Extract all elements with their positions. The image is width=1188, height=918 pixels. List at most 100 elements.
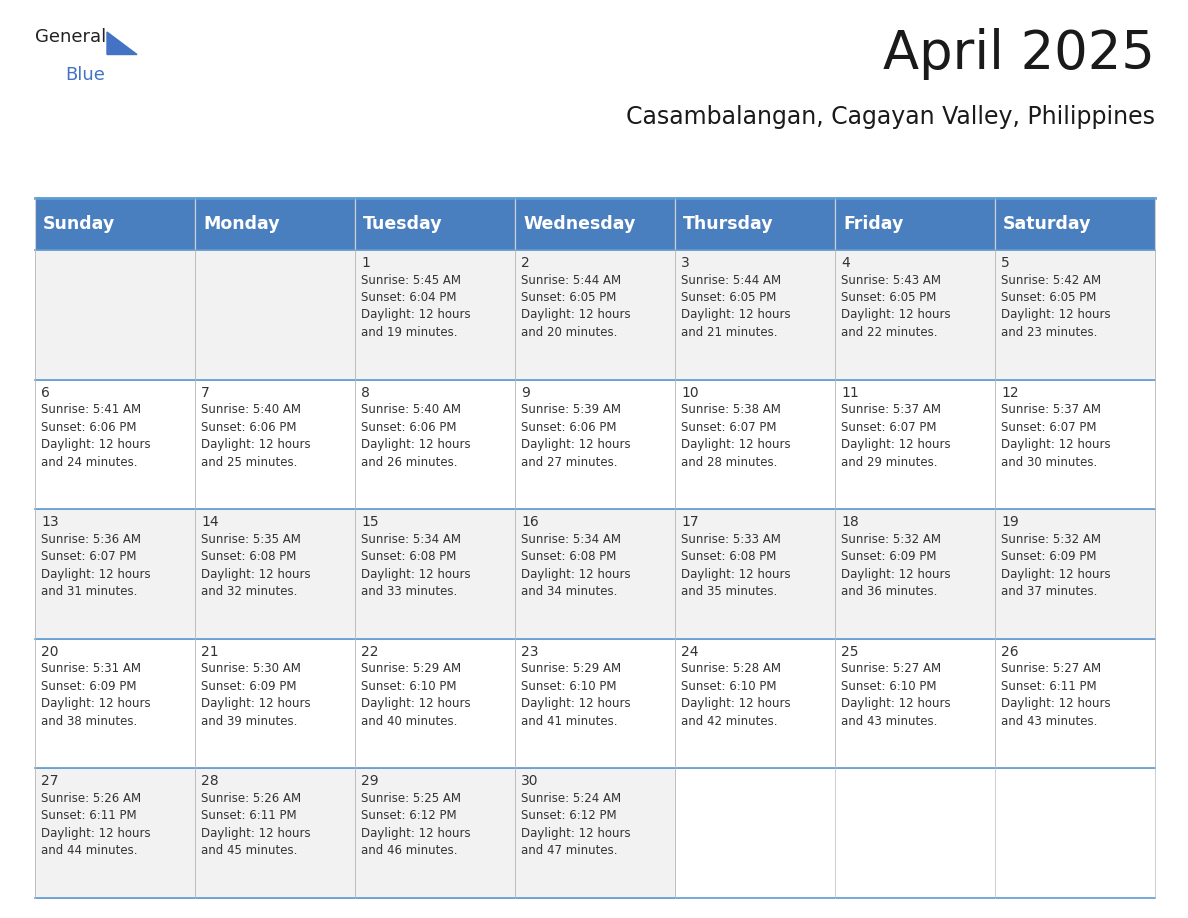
Text: Sunrise: 5:42 AM: Sunrise: 5:42 AM [1001, 274, 1101, 286]
Bar [516, 198, 675, 250]
Text: Casambalangan, Cagayan Valley, Philippines: Casambalangan, Cagayan Valley, Philippin… [626, 105, 1155, 129]
Text: Sunrise: 5:29 AM: Sunrise: 5:29 AM [522, 662, 621, 676]
Text: Monday: Monday [203, 215, 279, 233]
Text: Daylight: 12 hours: Daylight: 12 hours [841, 438, 950, 451]
Text: Sunset: 6:07 PM: Sunset: 6:07 PM [1001, 420, 1097, 433]
Text: and 27 minutes.: and 27 minutes. [522, 455, 618, 468]
Text: Sunrise: 5:26 AM: Sunrise: 5:26 AM [201, 792, 301, 805]
Text: Friday: Friday [843, 215, 903, 233]
Bar [996, 380, 1155, 509]
Text: Sunset: 6:07 PM: Sunset: 6:07 PM [42, 550, 137, 564]
Text: and 28 minutes.: and 28 minutes. [681, 455, 777, 468]
Text: Sunrise: 5:32 AM: Sunrise: 5:32 AM [1001, 532, 1101, 545]
Text: Tuesday: Tuesday [364, 215, 443, 233]
Text: and 30 minutes.: and 30 minutes. [1001, 455, 1098, 468]
Bar [195, 198, 355, 250]
Text: and 22 minutes.: and 22 minutes. [841, 326, 937, 339]
Text: Sunrise: 5:44 AM: Sunrise: 5:44 AM [681, 274, 782, 286]
Text: and 35 minutes.: and 35 minutes. [681, 585, 777, 599]
Bar [516, 768, 675, 898]
Text: 26: 26 [1001, 644, 1018, 659]
Text: and 23 minutes.: and 23 minutes. [1001, 326, 1098, 339]
Bar [996, 198, 1155, 250]
Text: Saturday: Saturday [1003, 215, 1092, 233]
Text: Sunrise: 5:31 AM: Sunrise: 5:31 AM [42, 662, 141, 676]
Bar [34, 768, 195, 898]
Text: 8: 8 [361, 386, 369, 399]
Text: 30: 30 [522, 775, 538, 789]
Text: Daylight: 12 hours: Daylight: 12 hours [361, 308, 470, 321]
Bar [195, 768, 355, 898]
Text: Sunset: 6:06 PM: Sunset: 6:06 PM [201, 420, 297, 433]
Text: Sunrise: 5:25 AM: Sunrise: 5:25 AM [361, 792, 461, 805]
Bar [996, 250, 1155, 380]
Text: 18: 18 [841, 515, 859, 529]
Text: Sunset: 6:10 PM: Sunset: 6:10 PM [681, 680, 777, 693]
Text: 3: 3 [681, 256, 690, 270]
Text: 14: 14 [201, 515, 219, 529]
Text: 13: 13 [42, 515, 58, 529]
Bar [34, 509, 195, 639]
Text: Sunrise: 5:40 AM: Sunrise: 5:40 AM [361, 403, 461, 416]
Text: Daylight: 12 hours: Daylight: 12 hours [42, 567, 151, 581]
Text: and 39 minutes.: and 39 minutes. [201, 715, 297, 728]
Text: Daylight: 12 hours: Daylight: 12 hours [361, 438, 470, 451]
Text: Daylight: 12 hours: Daylight: 12 hours [42, 438, 151, 451]
Text: 19: 19 [1001, 515, 1019, 529]
Text: and 29 minutes.: and 29 minutes. [841, 455, 937, 468]
Text: Daylight: 12 hours: Daylight: 12 hours [1001, 438, 1111, 451]
Text: and 37 minutes.: and 37 minutes. [1001, 585, 1098, 599]
Text: and 33 minutes.: and 33 minutes. [361, 585, 457, 599]
Bar [996, 509, 1155, 639]
Text: Sunset: 6:06 PM: Sunset: 6:06 PM [361, 420, 456, 433]
Text: Sunset: 6:08 PM: Sunset: 6:08 PM [361, 550, 456, 564]
Text: and 43 minutes.: and 43 minutes. [1001, 715, 1098, 728]
Text: Sunrise: 5:38 AM: Sunrise: 5:38 AM [681, 403, 781, 416]
Text: Thursday: Thursday [683, 215, 773, 233]
Text: and 21 minutes.: and 21 minutes. [681, 326, 777, 339]
Text: Daylight: 12 hours: Daylight: 12 hours [522, 567, 631, 581]
Text: Sunrise: 5:33 AM: Sunrise: 5:33 AM [681, 532, 781, 545]
Bar [516, 250, 675, 380]
Text: Sunrise: 5:39 AM: Sunrise: 5:39 AM [522, 403, 621, 416]
Text: April 2025: April 2025 [883, 28, 1155, 80]
Bar [835, 250, 996, 380]
Bar [675, 198, 835, 250]
Text: Sunrise: 5:34 AM: Sunrise: 5:34 AM [522, 532, 621, 545]
Bar [355, 509, 516, 639]
Text: and 44 minutes.: and 44 minutes. [42, 845, 138, 857]
Text: Sunset: 6:10 PM: Sunset: 6:10 PM [361, 680, 456, 693]
Bar [835, 198, 996, 250]
Text: Daylight: 12 hours: Daylight: 12 hours [1001, 567, 1111, 581]
Text: Sunrise: 5:27 AM: Sunrise: 5:27 AM [841, 662, 941, 676]
Text: Sunset: 6:09 PM: Sunset: 6:09 PM [841, 550, 936, 564]
Text: and 42 minutes.: and 42 minutes. [681, 715, 777, 728]
Text: 24: 24 [681, 644, 699, 659]
Text: 5: 5 [1001, 256, 1010, 270]
Text: and 46 minutes.: and 46 minutes. [361, 845, 457, 857]
Text: and 34 minutes.: and 34 minutes. [522, 585, 618, 599]
Text: Sunrise: 5:44 AM: Sunrise: 5:44 AM [522, 274, 621, 286]
Text: Sunset: 6:06 PM: Sunset: 6:06 PM [522, 420, 617, 433]
Text: Sunrise: 5:30 AM: Sunrise: 5:30 AM [201, 662, 301, 676]
Text: 10: 10 [681, 386, 699, 399]
Text: Sunset: 6:10 PM: Sunset: 6:10 PM [522, 680, 617, 693]
Bar [355, 768, 516, 898]
Bar [516, 380, 675, 509]
Text: Sunset: 6:09 PM: Sunset: 6:09 PM [1001, 550, 1097, 564]
Text: Sunset: 6:09 PM: Sunset: 6:09 PM [201, 680, 297, 693]
Text: 20: 20 [42, 644, 58, 659]
Text: Daylight: 12 hours: Daylight: 12 hours [681, 567, 791, 581]
Text: Sunset: 6:10 PM: Sunset: 6:10 PM [841, 680, 936, 693]
Text: Sunrise: 5:32 AM: Sunrise: 5:32 AM [841, 532, 941, 545]
Bar [835, 509, 996, 639]
Text: and 32 minutes.: and 32 minutes. [201, 585, 297, 599]
Text: and 47 minutes.: and 47 minutes. [522, 845, 618, 857]
Bar [195, 639, 355, 768]
Text: Daylight: 12 hours: Daylight: 12 hours [201, 698, 310, 711]
Text: Sunset: 6:08 PM: Sunset: 6:08 PM [681, 550, 777, 564]
Bar [516, 639, 675, 768]
Bar [34, 198, 195, 250]
Text: Daylight: 12 hours: Daylight: 12 hours [361, 827, 470, 840]
Bar [355, 250, 516, 380]
